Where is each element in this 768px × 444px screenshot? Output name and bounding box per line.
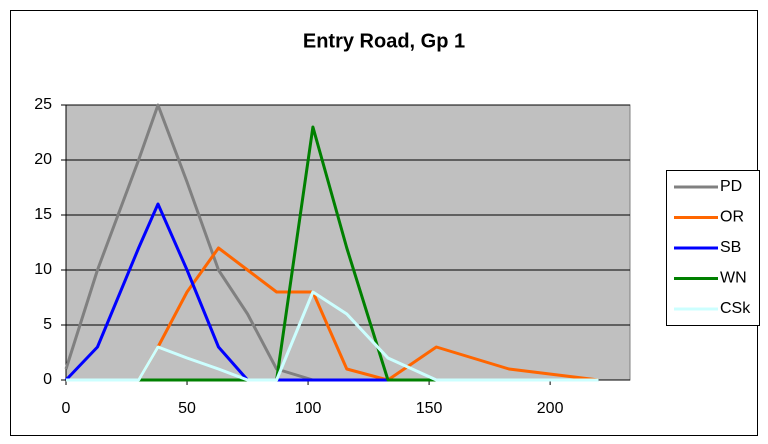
y-tick-label: 5 bbox=[43, 316, 52, 333]
x-tick-label: 50 bbox=[178, 400, 196, 417]
legend-label: SB bbox=[720, 239, 741, 256]
y-tick-label: 20 bbox=[34, 151, 52, 168]
y-tick-label: 25 bbox=[34, 96, 52, 113]
chart-title: Entry Road, Gp 1 bbox=[303, 30, 465, 52]
x-tick-label: 200 bbox=[537, 400, 564, 417]
y-tick-label: 10 bbox=[34, 261, 52, 278]
legend-label: CSk bbox=[720, 300, 751, 317]
legend-label: OR bbox=[720, 209, 744, 226]
y-tick-label: 15 bbox=[34, 206, 52, 223]
legend-label: PD bbox=[720, 178, 742, 195]
y-tick-label: 0 bbox=[43, 371, 52, 388]
x-tick-label: 150 bbox=[416, 400, 443, 417]
legend-label: WN bbox=[720, 270, 747, 287]
x-tick-label: 100 bbox=[295, 400, 322, 417]
series-line bbox=[66, 290, 599, 382]
plot-area bbox=[65, 104, 631, 381]
x-tick-label: 0 bbox=[62, 400, 71, 417]
